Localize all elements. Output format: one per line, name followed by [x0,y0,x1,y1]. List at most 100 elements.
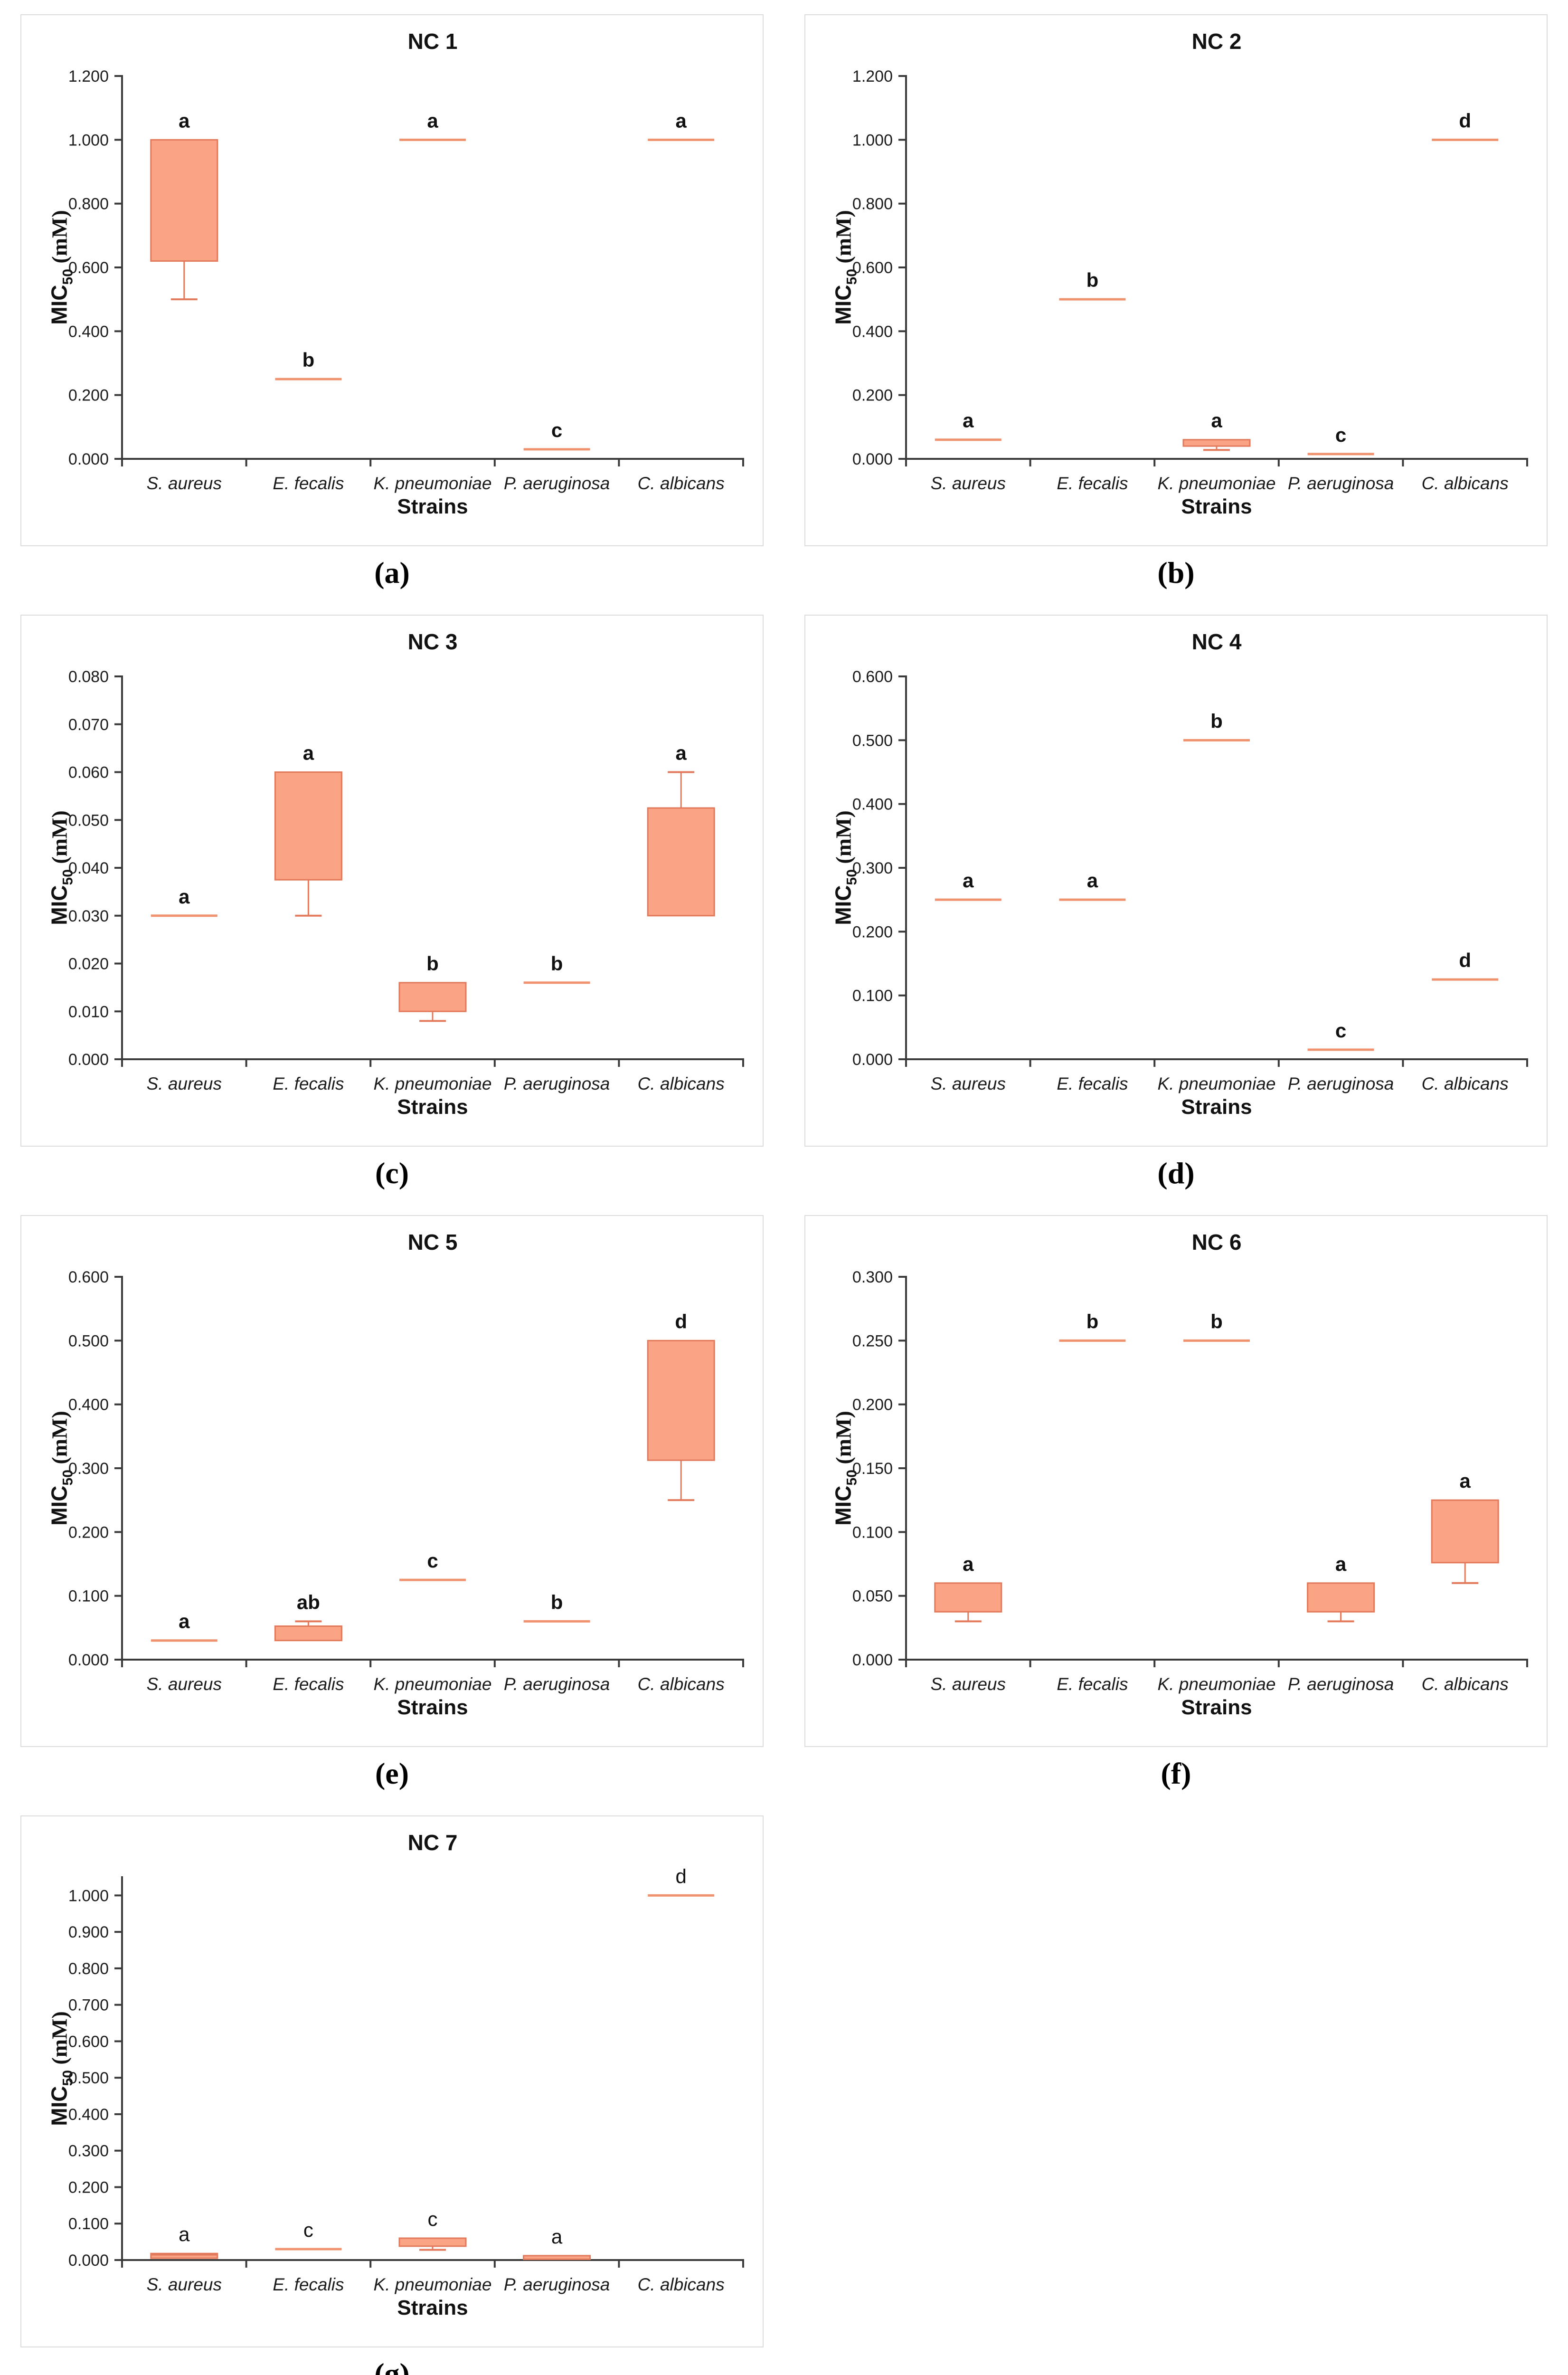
series-3: c [399,1549,466,1581]
plot-area: 0.000 0.010 0.020 0.030 0.040 0.050 0.060 0.070… [21,616,763,1146]
strain-label: P. aeruginosa [504,474,610,493]
y-tick-label: 0.000 [68,2252,109,2270]
strain-label: E. fecalis [1057,1674,1128,1694]
y-tick-label: 1.200 [68,67,109,86]
figure-cell-e: NC 5 MIC50 (mM) 0.000 0.100 0.200 0.300 0.40… [0,1201,784,1801]
strain-label: E. fecalis [1057,474,1128,493]
figure-row-1: NC 1 MIC50 (mM) 0.000 0.200 0.400 0.600 0.80… [0,0,1568,600]
series-1: a [151,885,217,917]
y-tick-label: 0.050 [68,811,109,829]
plot-area: 0.000 0.100 0.200 0.300 0.400 0.500 0.600 a S. a… [21,1216,763,1746]
significance-label: d [1459,109,1471,132]
strain-label: K. pneumoniae [374,1074,492,1093]
y-tick-label: 0.600 [68,2033,109,2051]
strain-label: S. aureus [147,1074,222,1093]
strain-label: S. aureus [931,1074,1006,1093]
y-tick-label: 0.600 [68,259,109,277]
significance-label: a [963,1553,974,1575]
figure-row-2: NC 3 MIC50 (mM) 0.000 0.010 0.020 0.030 0.04… [0,600,1568,1201]
y-tick-label: 0.500 [68,1332,109,1350]
chart-title: NC 6 [1191,1230,1242,1254]
strain-label: K. pneumoniae [374,474,492,493]
significance-label: a [1211,409,1222,432]
strain-label: P. aeruginosa [1288,1674,1394,1694]
series-4: a [1307,1553,1375,1623]
figure-row-3: NC 5 MIC50 (mM) 0.000 0.100 0.200 0.300 0.40… [0,1201,1568,1801]
significance-label: b [1086,269,1099,291]
series-1: a [151,1610,217,1642]
strain-label: K. pneumoniae [1158,1074,1276,1093]
significance-label: a [1087,869,1098,892]
y-tick-label: 0.300 [852,859,893,877]
y-tick-label: 0.800 [68,195,109,213]
chart-title: NC 7 [407,1830,458,1855]
x-axis-label: Strains [1181,495,1252,518]
box [934,1582,1002,1613]
box [647,807,715,917]
series-2: b [275,349,342,380]
axes [905,675,1528,1060]
significance-label: c [428,2208,438,2230]
strain-label: C. albicans [1422,1074,1509,1093]
series-4: c [1307,1019,1374,1051]
y-tick-label: 1.000 [68,131,109,149]
box [398,2237,467,2247]
x-axis-label: Strains [397,1696,468,1719]
box [647,1340,715,1461]
significance-label: c [551,419,562,441]
significance-label: a [427,109,438,132]
y-tick-label: 0.400 [68,323,109,341]
x-axis-label: Strains [397,495,468,518]
chart-title: NC 3 [407,629,458,654]
box [398,982,467,1012]
subfigure-caption-a: (a) [374,556,410,589]
strain-label: K. pneumoniae [1158,474,1276,493]
strain-label: K. pneumoniae [374,1674,492,1694]
significance-label: a [963,409,974,432]
chart-panel-nc3: NC 3 MIC50 (mM) 0.000 0.010 0.020 0.030 0.04… [20,615,764,1147]
significance-label: a [1460,1470,1471,1492]
x-axis-label: Strains [1181,1696,1252,1719]
significance-label: b [551,952,563,975]
y-tick-label: 0.000 [68,1651,109,1669]
strain-label: K. pneumoniae [1158,1674,1276,1694]
y-tick-label: 0.100 [852,987,893,1005]
plot-area: 0.000 0.050 0.100 0.150 0.200 0.250 0.300 a S. a… [805,1216,1547,1746]
significance-label: a [179,109,190,132]
boxplot-svg: 0.000 0.100 0.200 0.300 0.400 0.500 0.600 a S. a… [68,1268,744,1694]
y-tick-label: 0.800 [68,1960,109,1978]
series-5: d [648,1865,715,1897]
series-1: a [150,2223,218,2259]
axes [121,1876,744,2261]
chart-panel-nc1: NC 1 MIC50 (mM) 0.000 0.200 0.400 0.600 0.80… [20,14,764,546]
boxplot-svg: 0.000 0.100 0.200 0.300 0.400 0.500 0.600 0.700… [68,1865,744,2294]
significance-label: b [1086,1310,1099,1332]
series-5: a [648,109,715,141]
significance-label: c [1335,1019,1346,1042]
strain-label: C. albicans [638,474,725,493]
series-5: d [1432,949,1499,981]
subfigure-caption-e: (e) [375,1757,409,1790]
y-tick-label: 0.080 [68,668,109,686]
figure-cell-g: NC 7 MIC50 (mM) 0.000 0.100 0.200 0.300 0.40… [0,1801,784,2375]
y-tick-label: 0.900 [68,1923,109,1941]
significance-label: d [1459,949,1471,971]
significance-label: a [179,885,190,908]
series-2: a [1059,869,1126,901]
strain-label: S. aureus [931,1674,1006,1694]
strain-label: P. aeruginosa [504,2275,610,2294]
strain-label: C. albicans [1422,474,1509,493]
y-tick-label: 0.400 [68,1396,109,1414]
y-tick-label: 0.200 [852,1396,893,1414]
box [150,2252,218,2259]
figure-row-4: NC 7 MIC50 (mM) 0.000 0.100 0.200 0.300 0.40… [0,1801,1568,2375]
boxplot-svg: 0.000 0.010 0.020 0.030 0.040 0.050 0.060 0.070… [68,668,744,1093]
strain-label: P. aeruginosa [1288,474,1394,493]
boxplot-svg: 0.000 0.200 0.400 0.600 0.800 1.000 1.200 a S. a… [68,67,744,493]
series-1: a [935,869,1001,901]
strain-label: S. aureus [931,474,1006,493]
strain-label: E. fecalis [1057,1074,1128,1093]
boxplot-svg: 0.000 0.200 0.400 0.600 0.800 1.000 1.200 a S. a… [852,67,1528,493]
figure-cell-a: NC 1 MIC50 (mM) 0.000 0.200 0.400 0.600 0.80… [0,0,784,600]
series-1: a [150,109,218,301]
